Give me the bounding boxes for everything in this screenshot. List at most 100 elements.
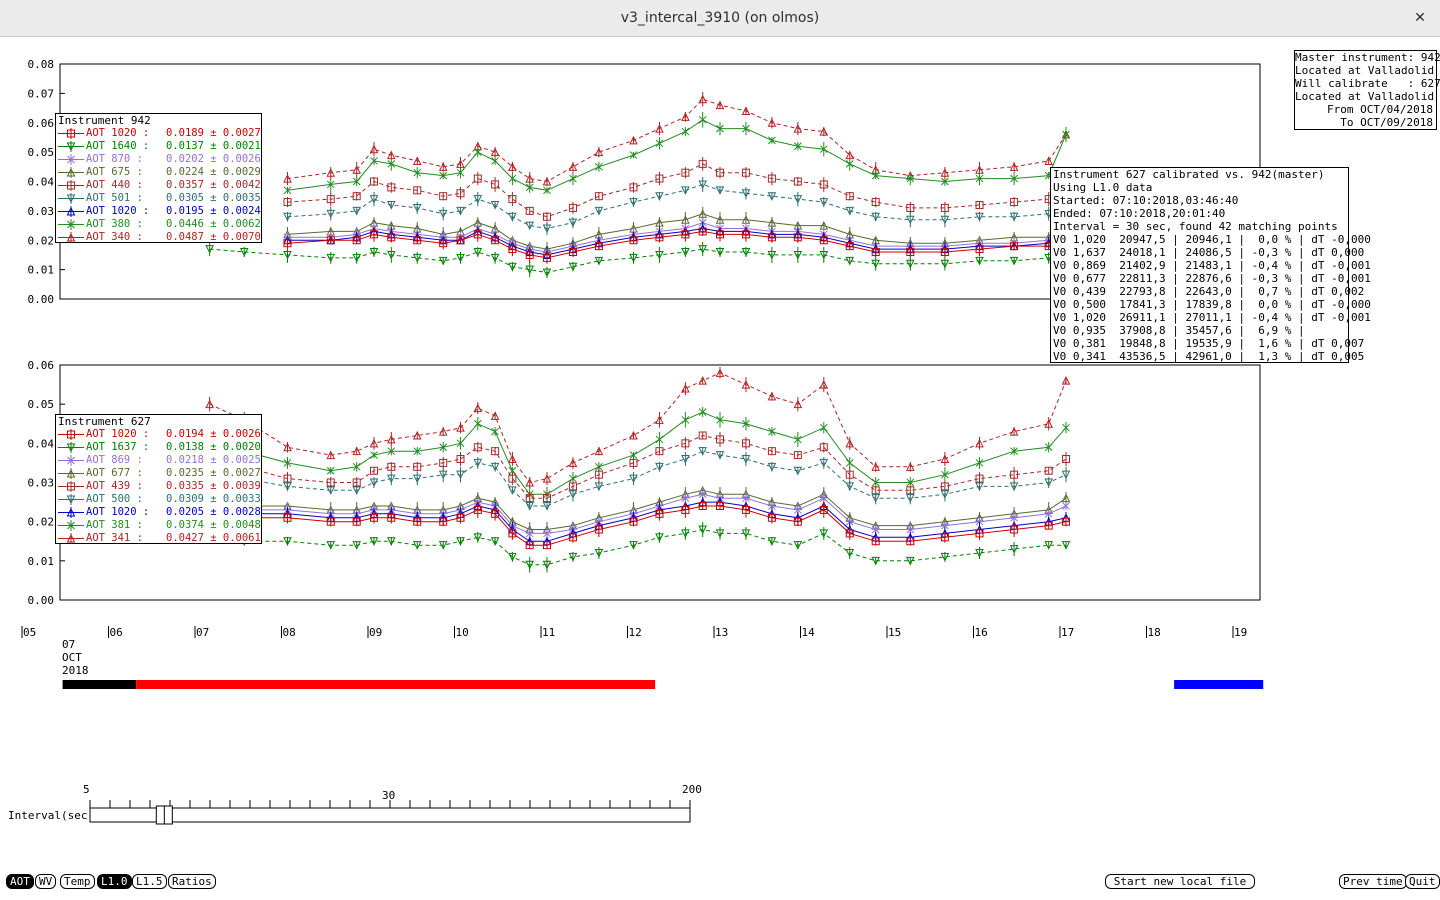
data-point <box>326 209 336 219</box>
data-point <box>681 415 690 424</box>
data-point <box>594 446 604 456</box>
data-point <box>542 502 552 511</box>
data-point <box>473 174 482 183</box>
data-point <box>386 537 396 546</box>
legend-symbol <box>58 232 84 243</box>
legend-symbol <box>58 206 84 217</box>
legend-row: AOT 677 : 0.0235 ± 0.0027 <box>58 467 261 480</box>
slider-track[interactable] <box>89 807 691 823</box>
l10-button[interactable]: L1.0 <box>97 874 132 889</box>
legend-symbol <box>58 533 84 544</box>
data-point <box>543 186 551 195</box>
legend-instrument-calibrated: Instrument 627 AOT 1020 : 0.0194 ± 0.0026… <box>55 414 262 544</box>
data-point <box>439 458 448 467</box>
data-point <box>439 171 448 180</box>
slider-thumb[interactable] <box>155 805 173 825</box>
data-point <box>845 206 855 216</box>
y-tick-label: 0.07 <box>28 87 55 100</box>
data-point <box>741 168 750 177</box>
legend-marker <box>66 468 76 478</box>
data-point <box>767 391 777 401</box>
data-point <box>386 250 396 260</box>
data-point <box>456 189 465 198</box>
ratios-button[interactable]: Ratios <box>168 874 216 889</box>
legend-value: 0.0138 ± 0.0020 <box>166 441 261 453</box>
data-point <box>508 466 517 475</box>
series-line <box>209 450 1067 507</box>
legend-symbol <box>58 193 84 204</box>
data-point <box>940 533 949 542</box>
data-point <box>871 198 880 207</box>
master-info-line: Master instrument: 942 <box>1295 51 1440 64</box>
legend-marker <box>67 430 75 439</box>
data-point <box>655 192 664 201</box>
data-point <box>1010 198 1019 207</box>
series-line <box>287 183 1067 230</box>
data-point <box>283 459 292 467</box>
time-tick-label: 09 <box>369 626 382 639</box>
legend-label: AOT 1640 : <box>86 140 150 152</box>
close-icon[interactable]: ✕ <box>1414 10 1426 26</box>
legend-symbol <box>58 507 84 518</box>
data-point <box>1009 426 1019 436</box>
temp-button[interactable]: Temp <box>60 874 95 889</box>
data-point <box>473 148 482 156</box>
data-point <box>819 443 828 452</box>
data-point <box>768 427 776 436</box>
data-point <box>352 253 362 263</box>
series-aot-500 <box>205 447 1071 511</box>
data-point <box>525 265 535 275</box>
calibration-line: V0 1,020 26911,1 | 27011,1 | -0,4 % | dT… <box>1053 311 1371 324</box>
time-bar-segment <box>62 680 137 689</box>
legend-label: AOT 870 : <box>86 153 143 165</box>
y-tick-label: 0.01 <box>28 264 55 277</box>
data-point <box>629 458 638 467</box>
data-point <box>326 541 336 550</box>
data-point <box>352 192 361 201</box>
data-point <box>845 160 854 168</box>
data-point <box>370 177 378 186</box>
data-point <box>508 195 517 204</box>
data-point <box>568 490 578 499</box>
data-point <box>819 126 829 136</box>
start-new-file-button[interactable]: Start new local file <box>1105 874 1255 889</box>
l15-button[interactable]: L1.5 <box>132 874 167 889</box>
data-point <box>655 462 664 472</box>
legend-label: AOT 501 : <box>86 192 143 204</box>
quit-button[interactable]: Quit <box>1405 874 1440 889</box>
data-point <box>629 183 638 192</box>
data-point <box>681 383 690 393</box>
data-point <box>715 529 725 539</box>
data-point <box>568 533 577 542</box>
legend-row: AOT 381 : 0.0374 ± 0.0048 <box>58 519 261 532</box>
data-point <box>473 505 482 514</box>
series-line <box>209 505 1067 546</box>
data-point <box>491 236 500 245</box>
data-point <box>525 221 535 231</box>
data-point <box>715 186 725 195</box>
prev-time-button[interactable]: Prev time <box>1339 874 1407 889</box>
data-point <box>491 447 500 456</box>
data-point <box>629 253 638 263</box>
data-point <box>1044 419 1054 428</box>
data-point <box>352 541 362 550</box>
data-point <box>491 157 499 165</box>
date-year: 2018 <box>62 664 89 677</box>
wv-button[interactable]: WV <box>35 874 57 889</box>
data-point <box>326 486 336 495</box>
data-point <box>568 262 578 272</box>
aot-button[interactable]: AOT <box>6 874 34 889</box>
master-info-line: Will calibrate : 627 <box>1295 77 1440 90</box>
data-point <box>369 195 379 204</box>
data-point <box>594 192 603 201</box>
data-point <box>543 253 551 262</box>
series-line <box>287 98 1067 183</box>
data-point <box>767 174 776 183</box>
data-point <box>543 212 551 221</box>
data-point <box>473 419 482 428</box>
data-point <box>1062 517 1070 526</box>
data-point <box>871 537 880 546</box>
data-point <box>594 242 603 251</box>
data-point <box>1044 156 1054 165</box>
data-point <box>542 176 552 186</box>
